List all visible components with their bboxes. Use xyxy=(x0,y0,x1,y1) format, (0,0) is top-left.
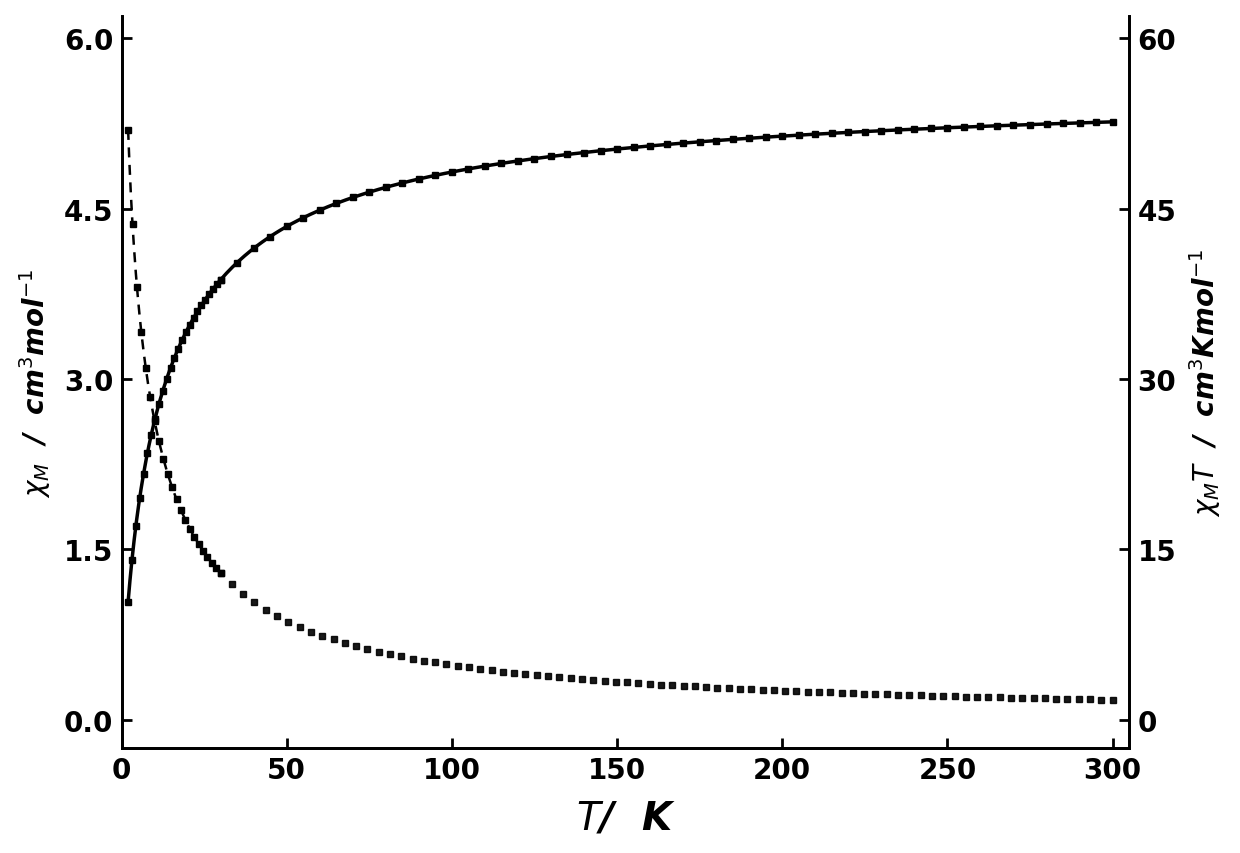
Y-axis label: $\mathbf{\mathit{\chi_M T}}$  /  cm$^3$Kmol$^{-1}$: $\mathbf{\mathit{\chi_M T}}$ / cm$^3$Kmo… xyxy=(1188,248,1224,516)
X-axis label: $\mathbf{\mathit{T}}$/  K: $\mathbf{\mathit{T}}$/ K xyxy=(575,798,675,836)
Y-axis label: $\mathbf{\mathit{\chi_M}}$  /  cm$^3$mol$^{-1}$: $\mathbf{\mathit{\chi_M}}$ / cm$^3$mol$^… xyxy=(16,268,52,497)
